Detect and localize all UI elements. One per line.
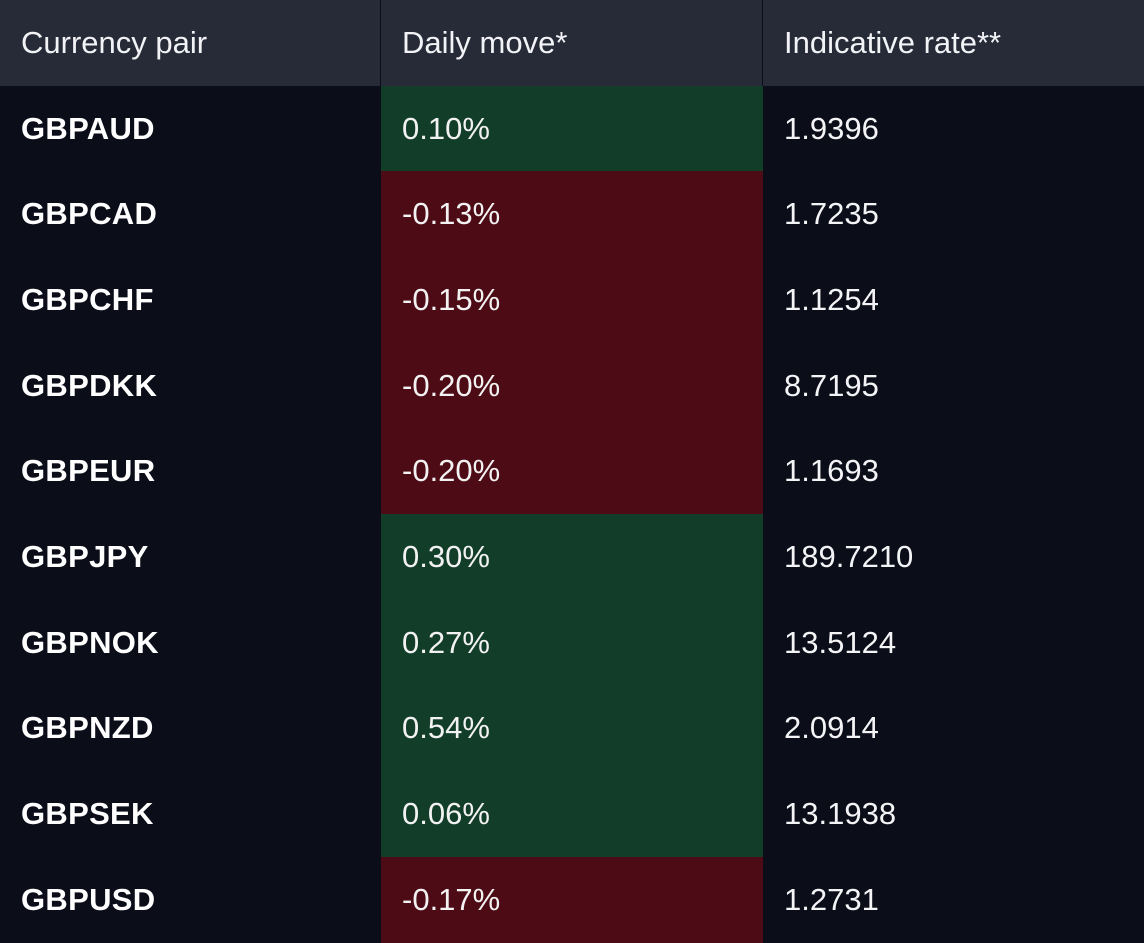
daily-move-cell: 0.54% — [381, 685, 763, 772]
daily-move-cell: -0.17% — [381, 856, 763, 943]
currency-pair-cell: GBPCAD — [0, 171, 381, 258]
daily-move-cell: 0.30% — [381, 514, 763, 600]
table-row[interactable]: GBPUSD -0.17% 1.2731 — [0, 856, 1144, 943]
column-header-currency-pair[interactable]: Currency pair — [0, 0, 381, 86]
table-row[interactable]: GBPEUR -0.20% 1.1693 — [0, 428, 1144, 515]
table-row[interactable]: GBPNOK 0.27% 13.5124 — [0, 599, 1144, 686]
indicative-rate-cell: 8.7195 — [763, 342, 1144, 429]
currency-pair-cell: GBPDKK — [0, 342, 381, 429]
currency-pair-cell: GBPEUR — [0, 428, 381, 515]
table-row[interactable]: GBPNZD 0.54% 2.0914 — [0, 685, 1144, 772]
table-header-row: Currency pair Daily move* Indicative rat… — [0, 0, 1144, 86]
currency-pair-cell: GBPCHF — [0, 257, 381, 343]
currency-pair-cell: GBPNOK — [0, 599, 381, 686]
indicative-rate-cell: 1.1254 — [763, 257, 1144, 343]
table-row[interactable]: GBPDKK -0.20% 8.7195 — [0, 342, 1144, 429]
currency-pair-cell: GBPUSD — [0, 856, 381, 943]
table-row[interactable]: GBPSEK 0.06% 13.1938 — [0, 771, 1144, 857]
indicative-rate-cell: 1.7235 — [763, 171, 1144, 258]
indicative-rate-cell: 2.0914 — [763, 685, 1144, 772]
table-row[interactable]: GBPJPY 0.30% 189.7210 — [0, 514, 1144, 600]
daily-move-cell: 0.10% — [381, 85, 763, 172]
indicative-rate-cell: 1.9396 — [763, 85, 1144, 172]
column-header-daily-move[interactable]: Daily move* — [381, 0, 763, 86]
table-row[interactable]: GBPCHF -0.15% 1.1254 — [0, 257, 1144, 343]
indicative-rate-cell: 13.1938 — [763, 771, 1144, 857]
daily-move-cell: -0.20% — [381, 342, 763, 429]
table-row[interactable]: GBPAUD 0.10% 1.9396 — [0, 85, 1144, 172]
daily-move-cell: 0.06% — [381, 771, 763, 857]
currency-pair-cell: GBPNZD — [0, 685, 381, 772]
indicative-rate-cell: 1.2731 — [763, 856, 1144, 943]
currency-pair-cell: GBPAUD — [0, 85, 381, 172]
currency-pair-cell: GBPSEK — [0, 771, 381, 857]
daily-move-cell: -0.13% — [381, 171, 763, 258]
daily-move-cell: 0.27% — [381, 599, 763, 686]
column-header-indicative-rate[interactable]: Indicative rate** — [784, 24, 1002, 60]
table-row[interactable]: GBPCAD -0.13% 1.7235 — [0, 171, 1144, 258]
daily-move-cell: -0.20% — [381, 428, 763, 515]
indicative-rate-cell: 189.7210 — [763, 514, 1144, 600]
daily-move-cell: -0.15% — [381, 257, 763, 343]
indicative-rate-cell: 13.5124 — [763, 599, 1144, 686]
indicative-rate-cell: 1.1693 — [763, 428, 1144, 515]
currency-pair-cell: GBPJPY — [0, 514, 381, 600]
